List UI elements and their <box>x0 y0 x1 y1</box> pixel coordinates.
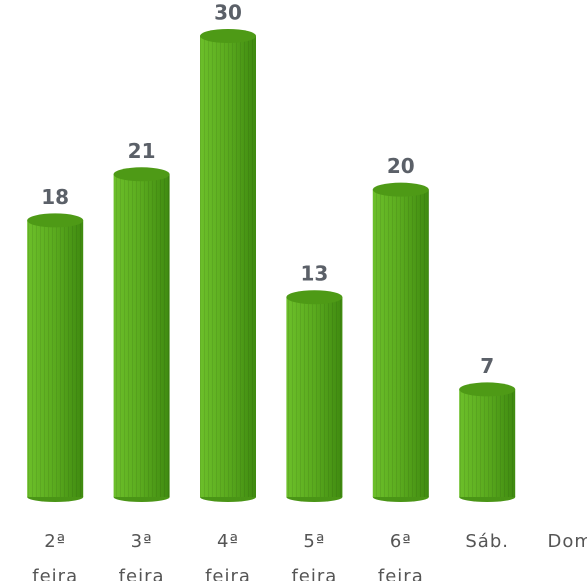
bar-stripes <box>286 297 343 497</box>
bar-top <box>27 213 84 228</box>
value-label: 13 <box>300 262 328 286</box>
bar <box>459 382 516 502</box>
bar-top <box>113 167 170 182</box>
bar-top <box>200 29 256 43</box>
value-label: 7 <box>480 354 494 378</box>
x-tick-label: Sáb. <box>465 531 509 552</box>
bar-top <box>286 290 343 305</box>
bar-stripes <box>459 389 516 497</box>
bar <box>286 290 343 502</box>
x-tick-label: 6ª feira <box>377 531 424 581</box>
bar-top <box>459 382 516 397</box>
x-tick-label: 3ª feira <box>118 531 165 581</box>
x-tick-label: Dom. <box>547 531 587 552</box>
bar-stripes <box>27 220 84 497</box>
bar-stripes <box>372 189 429 497</box>
bar <box>27 213 84 502</box>
value-label: 21 <box>128 139 156 163</box>
x-tick-label: 4ª feira <box>205 531 251 581</box>
bar <box>113 167 170 502</box>
bar-top <box>372 182 429 197</box>
bar <box>200 29 256 502</box>
x-tick-label: 5ª feira <box>291 531 338 581</box>
bar <box>372 182 429 502</box>
x-tick-label: 2ª feira <box>32 531 79 581</box>
value-label: 20 <box>387 154 415 178</box>
bar-stripes <box>200 36 256 497</box>
value-label: 18 <box>41 185 69 209</box>
bar-stripes <box>113 174 170 498</box>
value-label: 30 <box>214 1 242 25</box>
